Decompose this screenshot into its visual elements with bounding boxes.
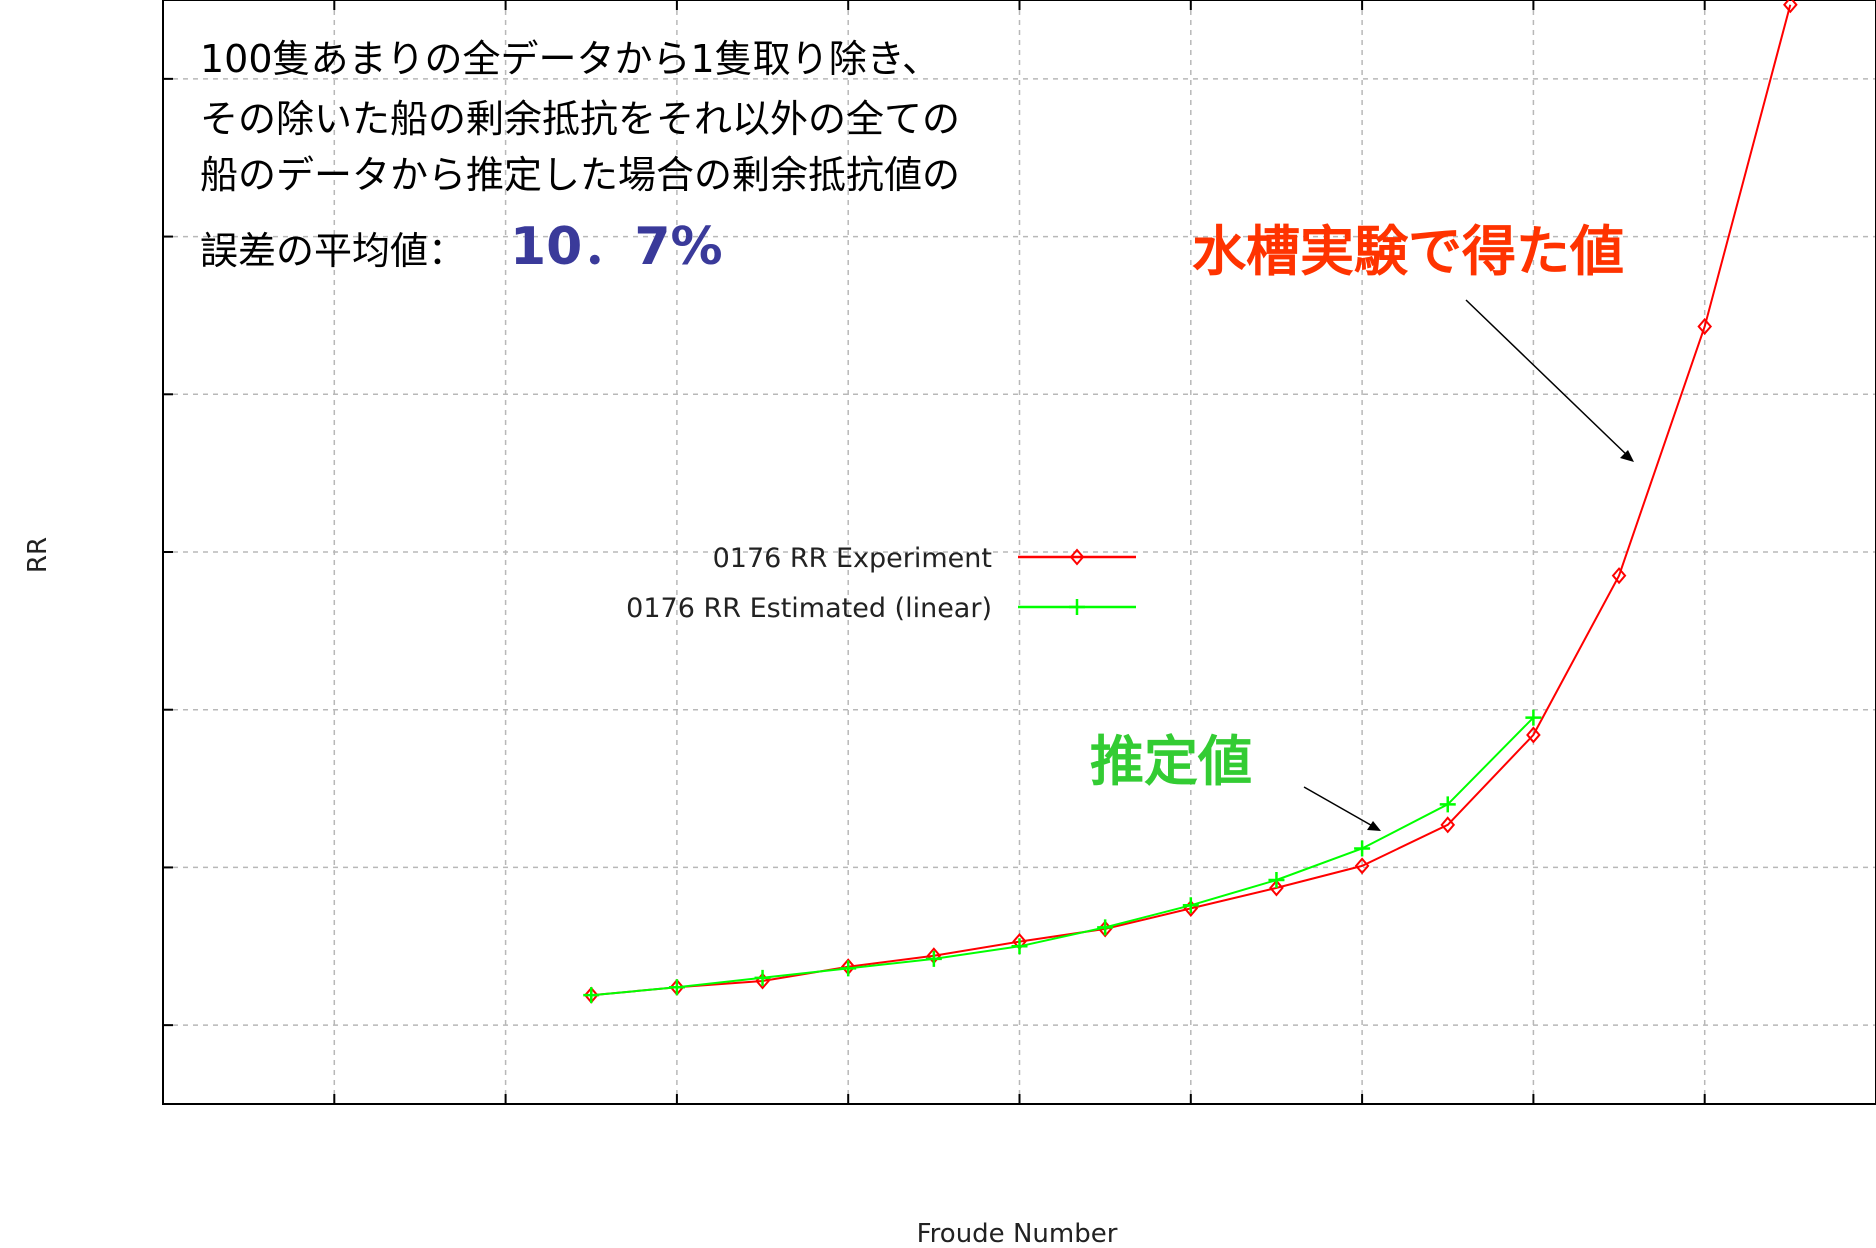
data-point-estimated	[583, 987, 600, 1004]
data-point-estimated	[1439, 796, 1456, 813]
data-point-estimated	[1354, 840, 1371, 857]
legend-marker-experiment	[1069, 548, 1085, 566]
error-note-line-2: その除いた船の剰余抵抗をそれ以外の全ての	[200, 97, 960, 141]
data-point-estimated	[1182, 897, 1199, 914]
legend: 0176 RR Experiment 0176 RR Estimated (li…	[626, 543, 1136, 624]
legend-label-experiment: 0176 RR Experiment	[713, 543, 992, 574]
data-point-experiment	[1269, 879, 1284, 897]
error-note-line-1: 100隻あまりの全データから1隻取り除き、	[200, 37, 940, 81]
error-note-line-3: 船のデータから推定した場合の剰余抵抗値の	[200, 153, 960, 197]
data-point-experiment	[1611, 567, 1627, 585]
error-note-label: 誤差の平均値：	[200, 229, 466, 273]
annotation-experiment-arrowhead	[1620, 450, 1634, 462]
error-note: 100隻あまりの全データから1隻取り除き、 その除いた船の剰余抵抗をそれ以外の全…	[200, 37, 960, 277]
data-point-experiment	[1783, 0, 1798, 14]
series-layer	[583, 0, 1798, 1004]
data-point-experiment	[1697, 317, 1713, 336]
data-point-estimated	[1011, 938, 1028, 955]
y-axis-label: RR	[23, 537, 53, 573]
grid	[163, 0, 1876, 1104]
annotation-estimated-arrow-line	[1303, 786, 1377, 829]
data-point-estimated	[1268, 872, 1285, 889]
data-point-experiment	[1526, 726, 1541, 744]
data-point-estimated	[754, 969, 771, 986]
x-axis-label: Froude Number	[917, 1219, 1118, 1248]
annotation-estimated-arrowhead	[1367, 821, 1381, 831]
data-point-estimated	[840, 960, 857, 977]
series-estimated	[583, 709, 1542, 1004]
data-point-experiment	[1354, 857, 1370, 875]
legend-marker-estimated	[1069, 599, 1085, 615]
data-point-experiment	[1440, 816, 1456, 834]
data-point-estimated	[668, 979, 685, 996]
series-line-estimated	[591, 716, 1535, 997]
annotation-experiment: 水槽実験で得た値	[1192, 220, 1624, 283]
axis-ticks	[163, 0, 1876, 1104]
annotation-experiment-arrow-line	[1465, 299, 1631, 459]
error-note-value: 10．7%	[510, 217, 723, 277]
data-point-estimated	[1097, 919, 1114, 936]
legend-label-estimated: 0176 RR Estimated (linear)	[626, 593, 992, 624]
data-point-estimated	[925, 950, 942, 967]
data-point-estimated	[1525, 709, 1542, 726]
annotation-estimated: 推定値	[1090, 730, 1252, 793]
